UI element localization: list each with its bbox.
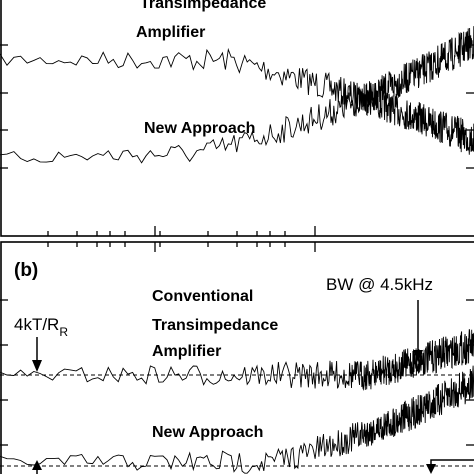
bracket — [430, 459, 474, 466]
noise-trace — [0, 329, 474, 392]
arrowhead — [32, 360, 42, 372]
annotation: New Approach — [144, 120, 255, 137]
panel-a: Transimpedance Amplifier New Approach — [0, 0, 474, 237]
annotation: Transimpedance — [140, 0, 266, 12]
panel-label: (b) — [14, 260, 38, 281]
annotation: Conventional — [152, 288, 253, 305]
noise-trace — [0, 26, 474, 164]
annotation: BW @ 4.5kHz — [326, 275, 433, 294]
annotation: Transimpedance — [152, 317, 278, 334]
annotation: Amplifier — [152, 343, 221, 360]
arrowhead — [32, 460, 42, 470]
annotation: Amplifier — [136, 24, 205, 41]
annotation: New Approach — [152, 424, 263, 441]
annotation-text: 4kT/R — [14, 315, 59, 334]
annotation-subscript: R — [59, 325, 68, 339]
noise-trace — [0, 47, 474, 155]
arrowhead — [413, 350, 423, 362]
panel-frame — [0, 0, 474, 237]
noise-trace — [0, 365, 474, 474]
panel-frame — [0, 241, 474, 474]
panel-b: (b) Conventional Transimpedance Amplifie… — [0, 241, 474, 474]
annotation: 4kT/RR — [14, 315, 68, 339]
